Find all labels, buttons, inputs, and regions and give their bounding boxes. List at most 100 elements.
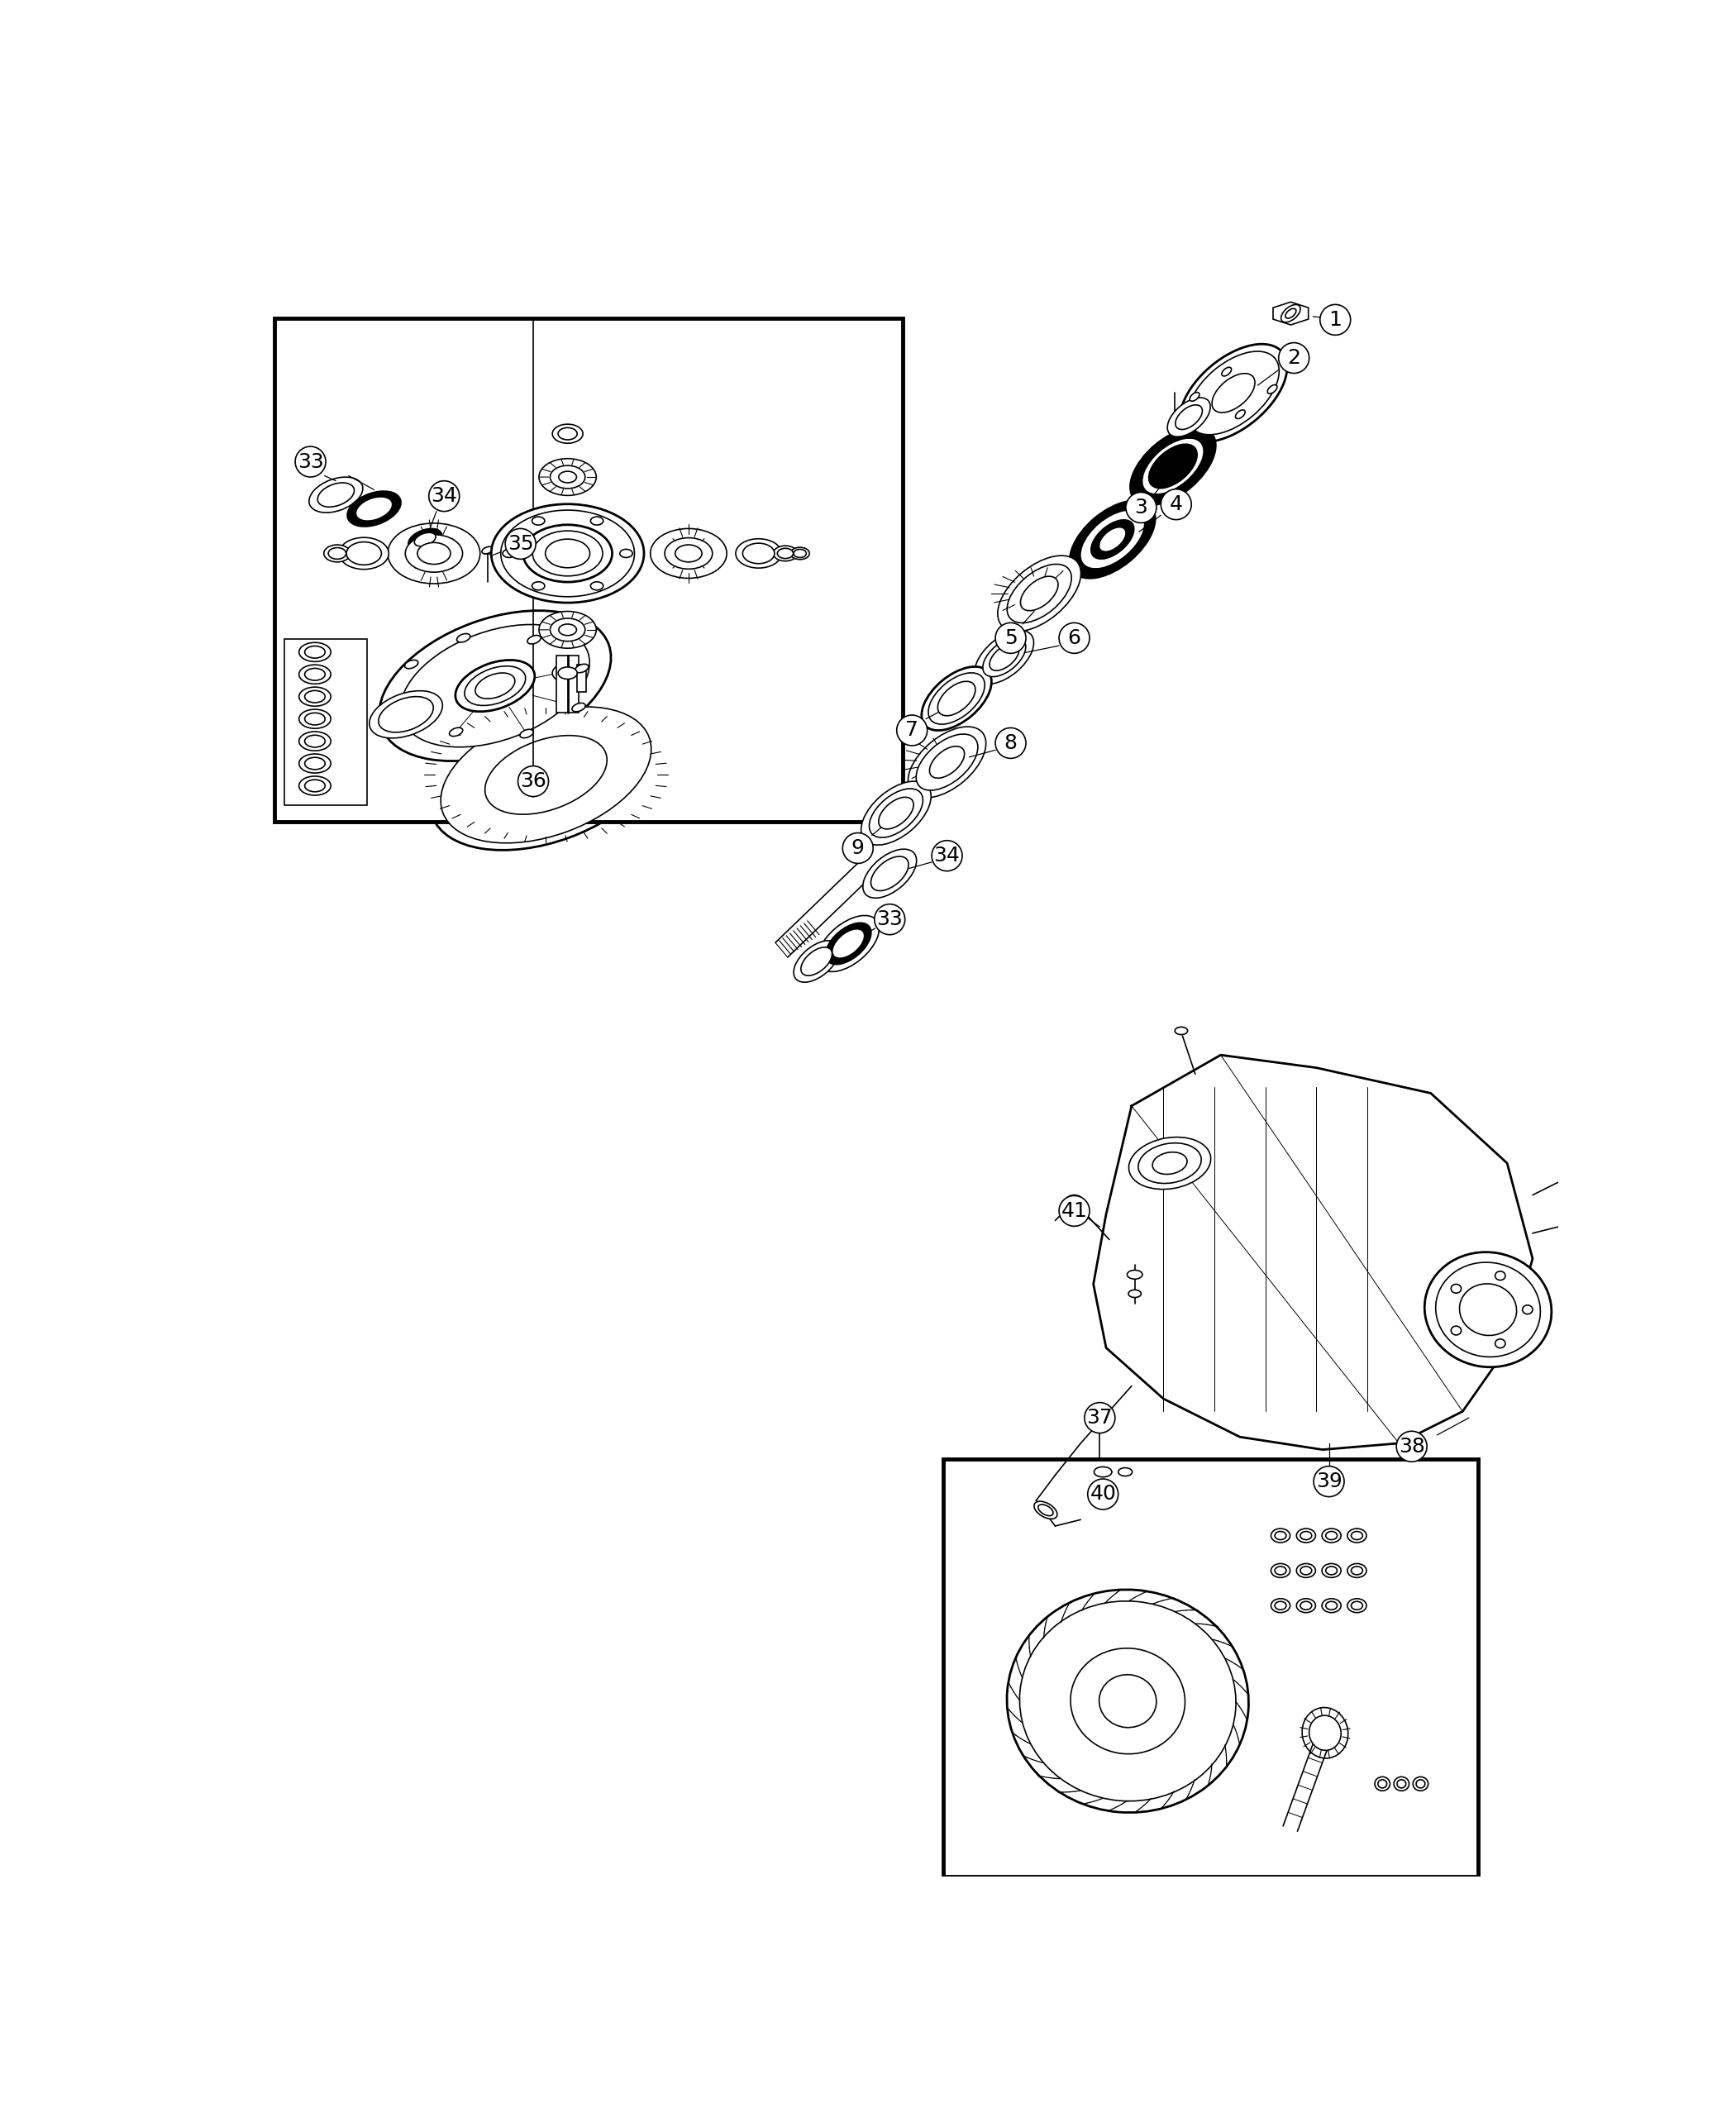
Ellipse shape [675, 544, 701, 563]
Text: 33: 33 [877, 909, 903, 930]
Ellipse shape [1326, 1566, 1337, 1575]
Ellipse shape [1066, 1195, 1083, 1208]
Ellipse shape [1128, 1136, 1210, 1189]
Ellipse shape [1175, 405, 1203, 430]
Ellipse shape [1375, 1777, 1391, 1792]
Ellipse shape [550, 618, 585, 641]
Ellipse shape [1274, 1602, 1286, 1611]
Circle shape [1396, 1431, 1427, 1461]
Ellipse shape [538, 611, 595, 649]
Ellipse shape [620, 550, 632, 557]
Ellipse shape [1297, 1598, 1316, 1613]
Polygon shape [1272, 301, 1309, 325]
Ellipse shape [483, 546, 493, 554]
Ellipse shape [937, 681, 976, 717]
Ellipse shape [559, 472, 576, 483]
Text: 1: 1 [1328, 310, 1342, 329]
Bar [576, 664, 587, 691]
Text: 34: 34 [431, 487, 457, 506]
Bar [943, 1459, 1477, 1876]
Ellipse shape [1347, 1598, 1366, 1613]
Text: 40: 40 [1090, 1484, 1116, 1505]
Ellipse shape [503, 550, 516, 557]
Text: 9: 9 [851, 839, 865, 858]
Circle shape [1059, 1195, 1090, 1227]
Ellipse shape [1149, 445, 1198, 489]
Ellipse shape [1451, 1326, 1462, 1334]
Ellipse shape [1285, 308, 1297, 318]
Ellipse shape [651, 529, 727, 578]
Ellipse shape [1281, 304, 1300, 323]
Ellipse shape [929, 672, 984, 725]
Text: 8: 8 [1003, 734, 1017, 753]
Bar [274, 318, 903, 822]
Ellipse shape [431, 700, 661, 850]
Text: 41: 41 [1061, 1202, 1087, 1221]
Ellipse shape [1495, 1339, 1505, 1347]
Ellipse shape [1035, 1501, 1057, 1520]
Ellipse shape [500, 510, 634, 597]
Ellipse shape [1436, 1263, 1540, 1358]
Ellipse shape [1351, 1530, 1363, 1539]
Ellipse shape [552, 664, 583, 683]
Bar [285, 639, 366, 805]
Ellipse shape [1347, 1528, 1366, 1543]
Ellipse shape [1297, 1564, 1316, 1577]
Ellipse shape [450, 727, 464, 736]
Ellipse shape [1080, 510, 1144, 569]
Ellipse shape [1094, 1467, 1111, 1478]
Ellipse shape [818, 915, 878, 972]
Ellipse shape [1175, 1027, 1187, 1035]
Ellipse shape [929, 746, 965, 778]
Text: 6: 6 [1068, 628, 1082, 647]
Circle shape [1279, 344, 1309, 373]
Ellipse shape [826, 923, 871, 965]
Ellipse shape [1212, 373, 1255, 413]
Ellipse shape [378, 611, 611, 761]
Ellipse shape [387, 523, 481, 584]
Circle shape [898, 715, 927, 746]
Ellipse shape [1394, 1777, 1410, 1792]
Ellipse shape [299, 731, 332, 750]
Ellipse shape [1142, 438, 1203, 493]
Ellipse shape [1071, 1648, 1186, 1754]
Ellipse shape [1118, 1467, 1132, 1476]
Ellipse shape [590, 516, 604, 525]
Text: 39: 39 [1316, 1471, 1342, 1490]
Ellipse shape [1019, 1602, 1236, 1800]
Ellipse shape [908, 727, 986, 797]
Ellipse shape [1309, 1716, 1340, 1750]
Ellipse shape [299, 643, 332, 662]
Text: 3: 3 [1135, 497, 1147, 516]
Ellipse shape [299, 710, 332, 729]
Ellipse shape [1128, 1290, 1141, 1299]
Ellipse shape [557, 428, 576, 441]
Circle shape [1319, 304, 1351, 335]
Ellipse shape [1271, 1528, 1290, 1543]
Ellipse shape [1417, 1779, 1425, 1788]
Ellipse shape [1180, 344, 1286, 443]
Ellipse shape [306, 780, 325, 793]
Ellipse shape [347, 542, 382, 565]
Ellipse shape [743, 544, 774, 563]
Ellipse shape [1007, 1589, 1248, 1813]
Text: 5: 5 [1003, 628, 1017, 647]
Ellipse shape [1297, 1528, 1316, 1543]
Ellipse shape [1302, 1707, 1349, 1758]
Ellipse shape [1300, 1566, 1312, 1575]
Ellipse shape [983, 637, 1026, 677]
Circle shape [295, 447, 326, 476]
Ellipse shape [328, 548, 345, 559]
Ellipse shape [476, 672, 516, 698]
Ellipse shape [773, 546, 797, 561]
Ellipse shape [441, 706, 651, 843]
Ellipse shape [1007, 565, 1071, 622]
Ellipse shape [484, 736, 608, 814]
Ellipse shape [339, 538, 389, 569]
Text: 7: 7 [906, 721, 918, 740]
Circle shape [875, 904, 904, 934]
Circle shape [1161, 489, 1191, 521]
Text: 4: 4 [1170, 495, 1182, 514]
Circle shape [1085, 1402, 1115, 1433]
Ellipse shape [455, 660, 535, 713]
